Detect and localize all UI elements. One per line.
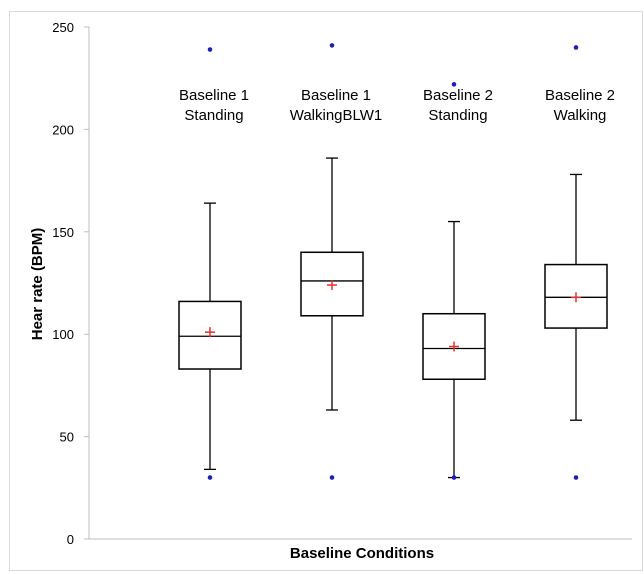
y-tick-label: 100 [52, 327, 74, 342]
group-labels: Baseline 1 Standing Baseline 1 WalkingBLW1 B… [179, 87, 615, 124]
y-tick-label: 150 [52, 225, 74, 240]
outlier-point [207, 47, 213, 52]
y-tick-label: 250 [52, 20, 74, 35]
outlier-point [451, 475, 457, 480]
outlier-point [573, 475, 579, 480]
outlier-point [329, 475, 335, 480]
group-label-line1: Baseline 1 [179, 87, 249, 104]
box-group [422, 82, 486, 480]
box-series [178, 43, 608, 480]
group-label-line2: Standing [184, 107, 243, 124]
outlier-point [207, 475, 213, 480]
outlier-point [573, 45, 579, 50]
outlier-point [451, 82, 457, 87]
y-tick-label: 200 [52, 122, 74, 137]
y-tick-label: 50 [60, 430, 74, 445]
axes [88, 27, 632, 540]
outlier-point [329, 43, 335, 48]
box-group [178, 47, 242, 480]
x-axis-label: Baseline Conditions [290, 545, 434, 562]
box-group [300, 43, 364, 480]
group-label-line2: Walking [554, 107, 607, 124]
group-label-line1: Baseline 1 [301, 87, 371, 104]
group-label-line1: Baseline 2 [423, 87, 493, 104]
y-tick-label: 0 [67, 532, 74, 547]
group-label-line1: Baseline 2 [545, 87, 615, 104]
y-axis-label: Hear rate (BPM) [29, 228, 46, 341]
y-tick-labels: 0 50 100 150 200 250 [52, 20, 89, 547]
group-label-line2: WalkingBLW1 [290, 107, 383, 124]
group-label-line2: Standing [428, 107, 487, 124]
box-group [544, 45, 608, 480]
